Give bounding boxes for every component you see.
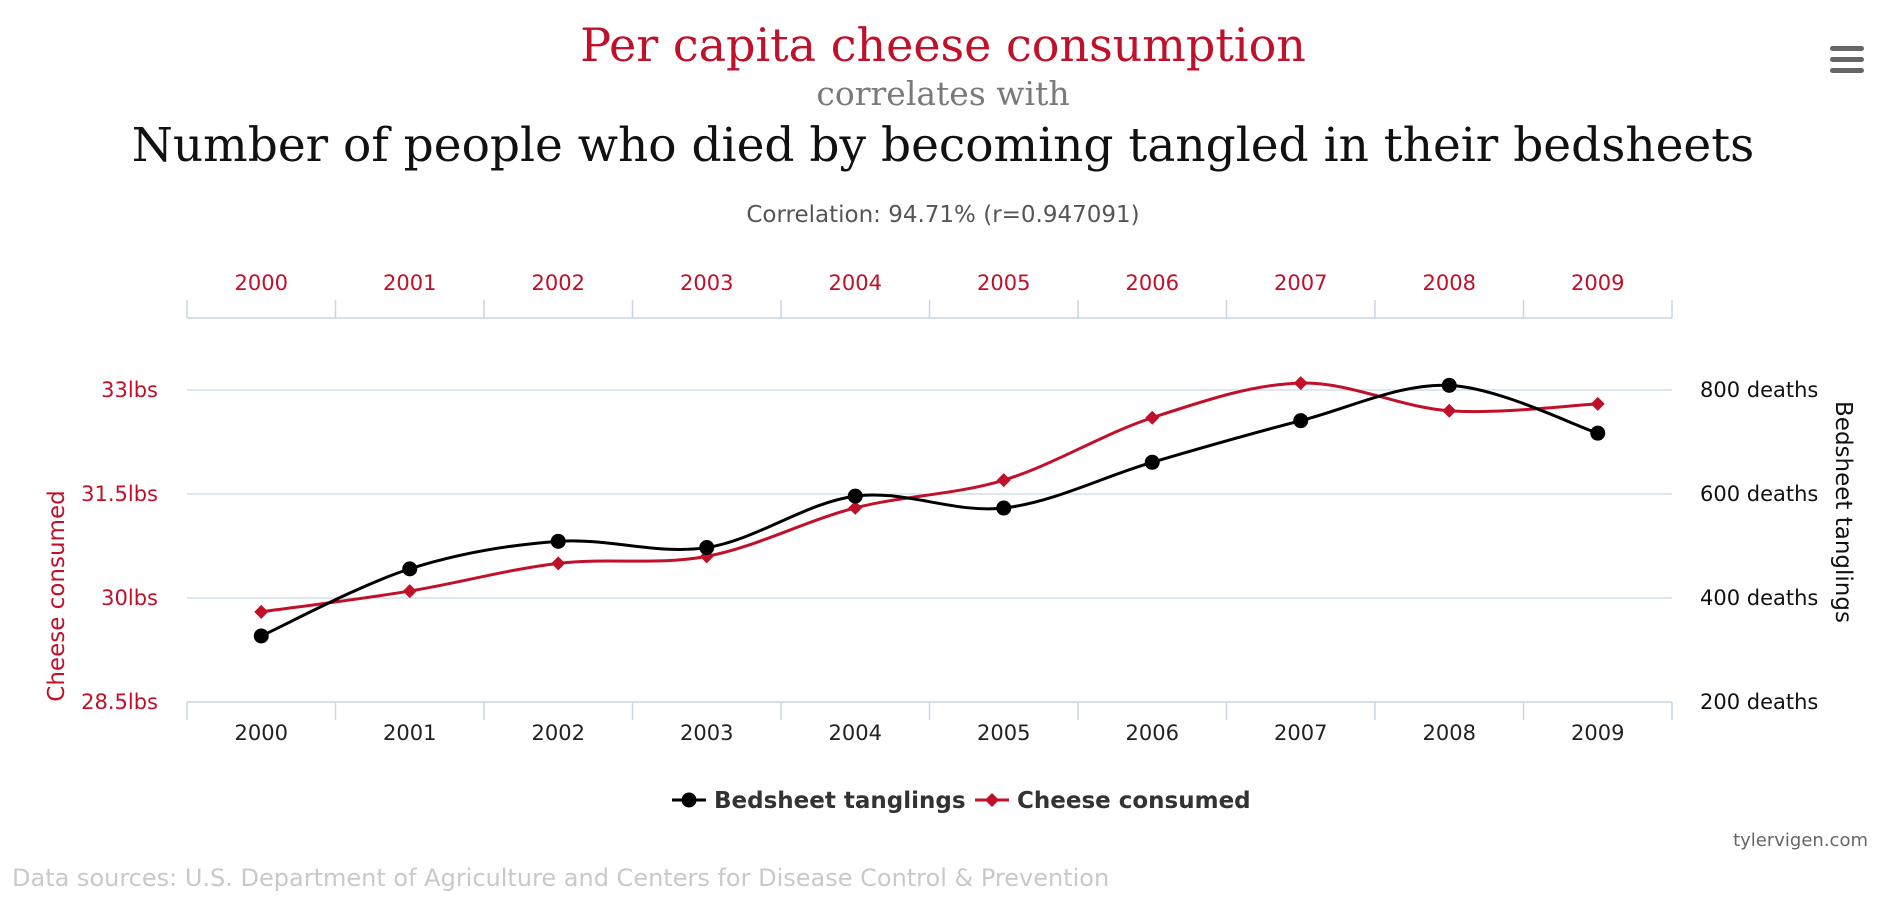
x-tick-label: 2009 [1571, 721, 1624, 745]
y-left-tick-label: 30lbs [101, 586, 158, 610]
x-tick-label-top: 2008 [1423, 271, 1476, 295]
chart-title-primary: Per capita cheese consumption [580, 18, 1306, 72]
data-point-bedsheet [402, 561, 418, 577]
x-tick-label: 2008 [1423, 721, 1476, 745]
data-point-bedsheet [1144, 454, 1160, 470]
credit-label: tylervigen.com [1733, 830, 1868, 851]
data-point-bedsheet [1293, 413, 1309, 429]
data-point-bedsheet [1441, 377, 1457, 393]
legend-item-bedsheet-label: Bedsheet tanglings [714, 788, 966, 814]
data-point-cheese [1293, 376, 1308, 391]
x-tick-label-top: 2005 [977, 271, 1030, 295]
data-point-cheese [1145, 410, 1160, 425]
data-point-cheese [996, 473, 1011, 488]
hamburger-menu-icon[interactable] [1830, 46, 1864, 76]
data-point-cheese [254, 604, 269, 619]
x-tick-label-top: 2001 [383, 271, 436, 295]
x-tick-label-top: 2006 [1126, 271, 1179, 295]
x-tick-label-top: 2009 [1571, 271, 1624, 295]
data-point-bedsheet [996, 500, 1012, 516]
correlation-label: Correlation: 94.71% (r=0.947091) [746, 202, 1140, 228]
chart-plot: 2000 2000 2001 2001 2002 2002 2003 2003 2004 2004… [44, 271, 1856, 814]
x-tick-label: 2007 [1274, 721, 1327, 745]
x-tick-label: 2003 [680, 721, 733, 745]
data-point-bedsheet [847, 488, 863, 504]
series-line-cheese [261, 381, 1598, 614]
legend-item-cheese-label: Cheese consumed [1017, 788, 1251, 814]
chart-title-secondary: Number of people who died by becoming ta… [131, 118, 1755, 173]
x-tick-label: 2004 [829, 721, 882, 745]
y-left-tick-label: 33lbs [101, 378, 158, 402]
x-tick-label: 2000 [235, 721, 288, 745]
y-right-tick-label: 800 deaths [1700, 378, 1818, 402]
legend-item-cheese-marker [985, 793, 999, 807]
x-tick-label-top: 2004 [829, 271, 882, 295]
legend-item-bedsheet-marker [681, 792, 697, 808]
chart-title-connector: correlates with [816, 74, 1070, 113]
y-right-axis-title: Bedsheet tanglings [1830, 401, 1856, 623]
x-tick-label: 2005 [977, 721, 1030, 745]
x-tick-label-top: 2007 [1274, 271, 1327, 295]
x-tick-label-top: 2002 [532, 271, 585, 295]
y-right-tick-label: 600 deaths [1700, 482, 1818, 506]
y-left-axis-title: Cheese consumed [44, 490, 70, 701]
x-tick-label: 2001 [383, 721, 436, 745]
y-right-tick-label: 200 deaths [1700, 690, 1818, 714]
x-tick-label-top: 2003 [680, 271, 733, 295]
x-tick-label-top: 2000 [235, 271, 288, 295]
y-left-tick-label: 28.5lbs [81, 690, 158, 714]
y-right-tick-label: 400 deaths [1700, 586, 1818, 610]
x-tick-label: 2002 [532, 721, 585, 745]
data-point-bedsheet [1590, 425, 1606, 441]
data-sources-label: Data sources: U.S. Department of Agricul… [12, 864, 1110, 892]
data-point-bedsheet [699, 540, 715, 556]
data-point-cheese [1590, 396, 1605, 411]
data-point-bedsheet [550, 533, 566, 549]
data-point-cheese [551, 556, 566, 571]
data-point-bedsheet [253, 628, 269, 644]
data-point-cheese [402, 584, 417, 599]
series-line-bedsheet [260, 383, 1599, 638]
y-left-tick-label: 31.5lbs [81, 482, 158, 506]
data-point-cheese [1442, 403, 1457, 418]
data-point-cheese [848, 500, 863, 515]
x-tick-label: 2006 [1126, 721, 1179, 745]
